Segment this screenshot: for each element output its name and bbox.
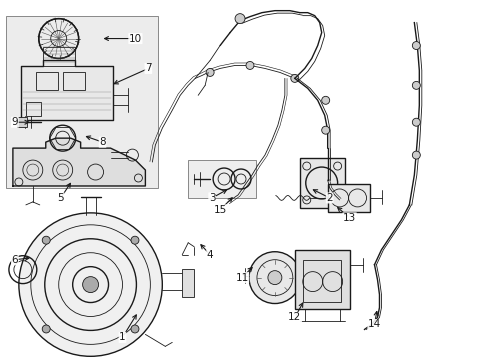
Circle shape	[411, 151, 420, 159]
Circle shape	[19, 213, 162, 356]
Circle shape	[82, 276, 99, 293]
Circle shape	[206, 68, 214, 76]
Text: 8: 8	[99, 137, 105, 147]
Text: 6: 6	[12, 255, 18, 265]
Bar	[302, 260, 340, 302]
Text: 12: 12	[287, 312, 301, 323]
Text: 5: 5	[57, 193, 64, 203]
Text: 2: 2	[325, 193, 332, 203]
Text: 10: 10	[129, 33, 142, 44]
Circle shape	[42, 236, 50, 244]
Bar	[294, 250, 349, 310]
Bar	[327, 184, 369, 212]
Text: 15: 15	[213, 205, 226, 215]
Bar	[36, 72, 58, 90]
Bar	[299, 158, 344, 208]
Polygon shape	[21, 60, 112, 120]
Circle shape	[321, 126, 329, 134]
Circle shape	[267, 271, 281, 285]
Text: 3: 3	[208, 193, 215, 203]
Bar	[42, 46, 75, 67]
Circle shape	[411, 118, 420, 126]
Circle shape	[411, 81, 420, 89]
Circle shape	[411, 41, 420, 50]
Bar	[188, 160, 255, 198]
Text: 11: 11	[235, 273, 248, 283]
Text: 4: 4	[206, 250, 213, 260]
Bar	[62, 72, 84, 90]
Text: 1: 1	[119, 332, 125, 342]
Bar	[6, 15, 158, 188]
Text: 7: 7	[145, 63, 151, 73]
Circle shape	[235, 14, 244, 24]
Bar	[182, 269, 194, 297]
Text: 9: 9	[12, 117, 18, 127]
Circle shape	[131, 325, 139, 333]
Circle shape	[131, 236, 139, 244]
Circle shape	[321, 96, 329, 104]
Circle shape	[42, 325, 50, 333]
Circle shape	[248, 252, 300, 303]
Bar	[17, 117, 27, 127]
Circle shape	[245, 62, 253, 69]
Bar	[26, 102, 41, 116]
Circle shape	[290, 75, 298, 82]
Text: 13: 13	[342, 213, 355, 223]
Polygon shape	[13, 138, 145, 186]
Text: 14: 14	[367, 319, 380, 329]
